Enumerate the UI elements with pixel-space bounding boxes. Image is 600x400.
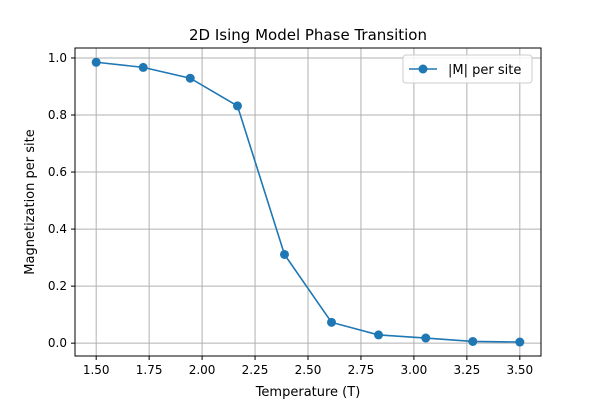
- y-tick-label: 0.0: [48, 336, 67, 350]
- data-point: [374, 330, 384, 340]
- x-axis: 1.50 1.75 2.00 2.25 2.50 2.75 3.00 3.25 3.50: [83, 356, 533, 377]
- y-tick-label: 0.2: [48, 279, 67, 293]
- series-line: [96, 61, 520, 343]
- data-point: [91, 57, 101, 67]
- y-tick-label: 1.0: [48, 51, 67, 65]
- x-tick-label: 1.50: [83, 363, 110, 377]
- x-tick-label: 2.00: [189, 363, 216, 377]
- data-point: [232, 101, 242, 111]
- legend: |M| per site: [402, 54, 533, 84]
- x-axis-label: Temperature (T): [255, 385, 361, 400]
- data-point: [279, 249, 289, 259]
- x-tick-label: 3.50: [506, 363, 533, 377]
- data-point: [138, 62, 148, 72]
- x-tick-label: 3.25: [454, 363, 481, 377]
- data-point: [421, 333, 431, 343]
- x-tick-label: 2.75: [348, 363, 375, 377]
- legend-label: |M| per site: [448, 63, 521, 78]
- y-tick-label: 0.4: [48, 222, 67, 236]
- grid: [75, 48, 541, 356]
- y-tick-label: 0.6: [48, 165, 67, 179]
- legend-box: [402, 54, 533, 84]
- x-tick-label: 2.25: [242, 363, 269, 377]
- x-tick-label: 1.75: [136, 363, 163, 377]
- data-point: [327, 317, 337, 327]
- data-point: [185, 73, 195, 83]
- x-tick-label: 3.00: [401, 363, 428, 377]
- legend-marker-swatch: [418, 64, 428, 74]
- y-tick-label: 0.8: [48, 108, 67, 122]
- y-axis: 0.0 0.2 0.4 0.6 0.8 1.0: [48, 51, 75, 350]
- data-point: [515, 337, 525, 347]
- chart-title: 2D Ising Model Phase Transition: [189, 26, 427, 44]
- y-axis-label: Magnetization per site: [23, 129, 38, 274]
- series-layer: [91, 57, 525, 347]
- data-point: [468, 336, 478, 346]
- x-tick-label: 2.50: [295, 363, 322, 377]
